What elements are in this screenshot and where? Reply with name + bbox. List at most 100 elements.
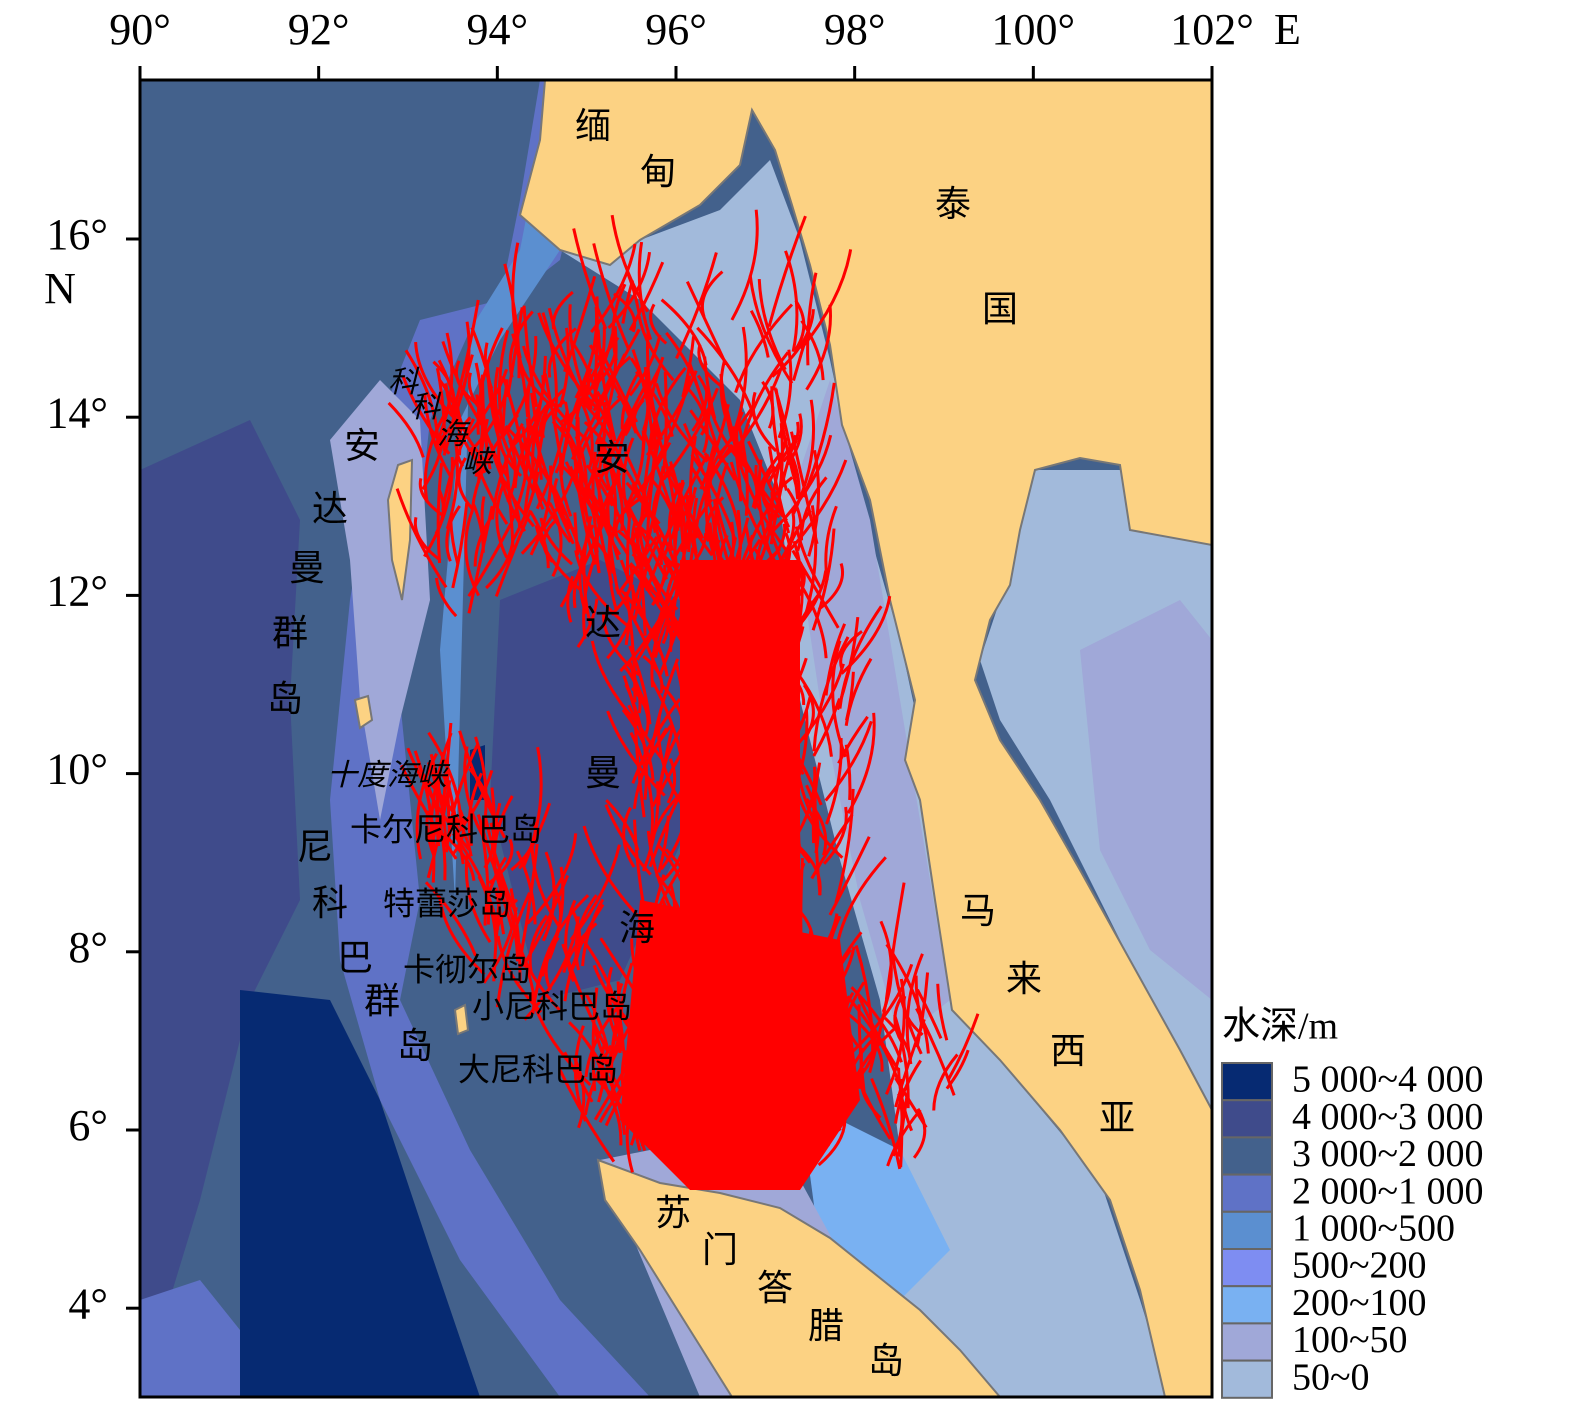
track [730, 209, 759, 321]
track [786, 488, 803, 552]
track [542, 519, 557, 563]
track [597, 385, 647, 484]
track [473, 516, 493, 567]
track [751, 452, 782, 508]
track [483, 856, 507, 926]
track [633, 720, 646, 818]
track [613, 292, 637, 333]
legend-label: 4 000~3 000 [1292, 1096, 1484, 1138]
track [784, 250, 799, 352]
track-core [620, 900, 860, 1190]
track [824, 505, 838, 581]
track [735, 411, 745, 464]
track [464, 509, 480, 597]
track [749, 309, 770, 358]
track [496, 935, 543, 1014]
track [414, 341, 458, 422]
track [441, 418, 475, 511]
track [835, 856, 887, 947]
track [663, 515, 682, 556]
track [805, 304, 832, 391]
track [840, 595, 892, 675]
legend-swatch [1221, 1136, 1273, 1176]
tracks [387, 209, 980, 1190]
track [446, 759, 452, 837]
track [436, 462, 444, 564]
track [606, 584, 635, 660]
track [630, 539, 658, 583]
legend-label: 2 000~1 000 [1292, 1170, 1484, 1212]
track [894, 1077, 928, 1129]
track [427, 731, 463, 830]
track [476, 327, 504, 435]
track [708, 404, 752, 474]
track [518, 358, 552, 407]
track [894, 1018, 926, 1108]
y-tick-label: 8° [68, 923, 108, 972]
track [773, 387, 800, 500]
track [467, 522, 513, 597]
track [452, 809, 466, 855]
legend-swatch [1221, 1062, 1273, 1102]
track [592, 243, 630, 350]
track [508, 310, 534, 378]
track [916, 988, 943, 1039]
track [637, 315, 675, 382]
track [435, 403, 456, 444]
track [429, 753, 449, 848]
track [824, 623, 847, 696]
track [697, 344, 722, 388]
track [688, 388, 709, 454]
x-tick-label: 94° [467, 5, 529, 54]
legend-label: 500~200 [1292, 1245, 1427, 1287]
track [503, 263, 521, 379]
track [434, 489, 445, 535]
land-mass [596, 1158, 1002, 1397]
track [539, 517, 574, 566]
island [386, 458, 414, 601]
track [666, 758, 677, 804]
track [767, 215, 807, 328]
track [427, 803, 436, 883]
track [467, 372, 486, 415]
track [857, 995, 900, 1071]
legend-swatch [1221, 1285, 1273, 1325]
track [595, 341, 639, 423]
y-tick-label: 4° [68, 1279, 108, 1328]
track [844, 657, 873, 726]
track [782, 459, 848, 559]
track [629, 562, 685, 642]
legend-swatch [1221, 1173, 1273, 1213]
track [526, 461, 572, 543]
place-label: 特蕾莎岛 [383, 885, 511, 921]
track [618, 962, 634, 1054]
track [522, 345, 585, 438]
track [884, 978, 906, 1095]
track [423, 393, 452, 477]
track [628, 660, 649, 708]
place-label: 缅甸 [575, 106, 676, 192]
track [729, 326, 748, 441]
track [748, 275, 794, 385]
place-label: 安达曼群岛 [267, 426, 380, 719]
legend-label: 3 000~2 000 [1292, 1133, 1484, 1175]
track [623, 451, 665, 553]
track [824, 720, 873, 802]
track [805, 798, 828, 856]
track [645, 435, 662, 538]
track [435, 752, 446, 847]
track [786, 413, 803, 466]
y-tick-label: 14° [46, 388, 108, 437]
track [947, 1013, 980, 1080]
track [590, 640, 642, 729]
track [689, 409, 737, 481]
x-tick-label: 90° [109, 5, 171, 54]
track [588, 344, 638, 434]
track [425, 810, 436, 856]
track [566, 575, 575, 623]
track [497, 329, 510, 429]
track [637, 241, 653, 341]
x-tick-label: 96° [645, 5, 707, 54]
track [788, 449, 801, 497]
track [523, 916, 580, 1021]
